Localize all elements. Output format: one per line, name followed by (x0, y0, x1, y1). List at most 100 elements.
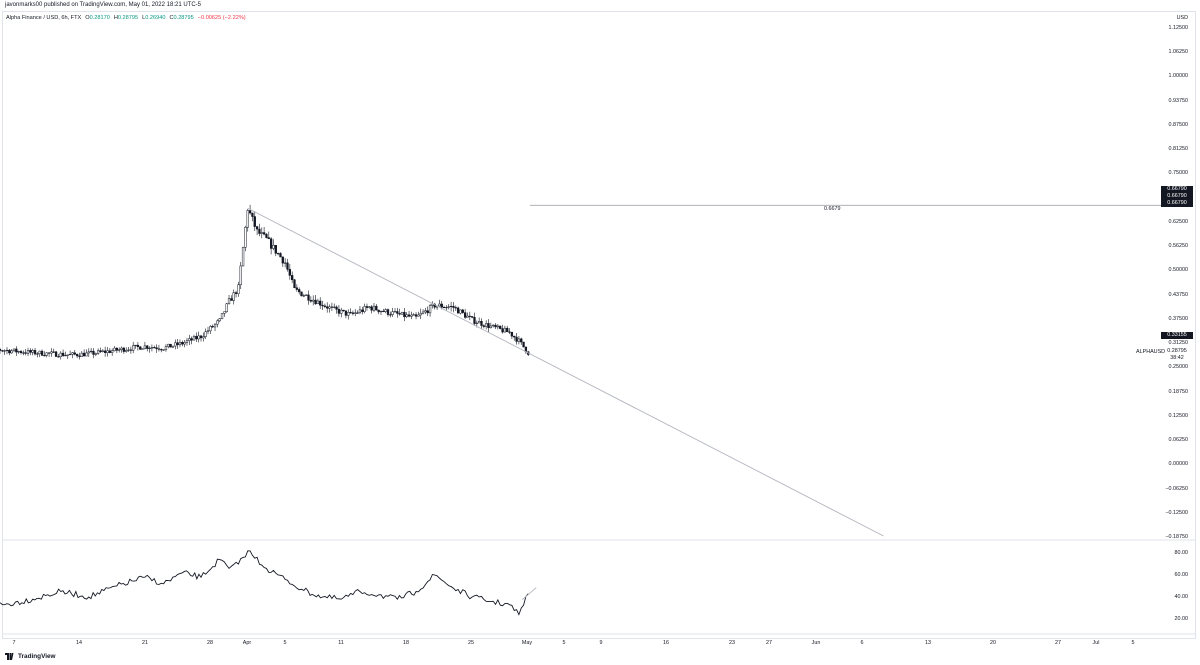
price-axis-tick: 0.37500 (1168, 315, 1189, 322)
candle-up (405, 314, 408, 318)
candle-down (377, 309, 380, 313)
candle-up (171, 345, 175, 348)
candle-up (232, 292, 235, 301)
tradingview-brand[interactable]: TradingView (5, 653, 56, 660)
candle-down (115, 347, 118, 351)
time-axis-tick: 6 (860, 640, 864, 646)
candle-up (68, 353, 72, 356)
time-axis-tick: 7 (12, 640, 16, 646)
candle-up (227, 298, 231, 305)
indicator-line (0, 550, 529, 616)
candle-up (164, 346, 168, 350)
candle-down (146, 345, 149, 349)
candle-up (197, 335, 200, 340)
legend-symbol[interactable]: Alpha Finance / USD, 6h, FTX (6, 15, 82, 21)
candle-up (328, 306, 331, 309)
candle-up (45, 352, 48, 356)
candle-up (410, 314, 413, 317)
candle-up (239, 265, 242, 286)
candle-up (50, 351, 53, 354)
candle-down (82, 352, 86, 357)
time-axis-tick: 27 (766, 640, 772, 646)
candle-down (234, 292, 238, 294)
candle-up (447, 306, 450, 308)
candle-down (471, 316, 474, 318)
candle-down (29, 350, 32, 353)
candle-down (181, 342, 184, 345)
candle-up (431, 303, 434, 306)
candle-up (379, 310, 383, 313)
legend-low: L0.26940 (142, 15, 166, 21)
candle-down (361, 309, 364, 312)
candle-up (204, 331, 207, 337)
price-axis-tick: −0.12500 (1165, 509, 1188, 516)
candle-down (262, 232, 266, 235)
candle-up (12, 348, 16, 352)
candle-up (178, 342, 182, 346)
horizontal-line-label: 0.6679 (824, 206, 841, 212)
price-axis-tick: 0.93750 (1168, 97, 1189, 104)
price-axis-tick: 1.00000 (1168, 73, 1189, 80)
time-axis-tick: 20 (990, 640, 996, 646)
candle-up (22, 352, 25, 354)
candle-up (218, 318, 221, 322)
price-axis-tick: 0.56250 (1168, 243, 1189, 250)
candle-up (216, 320, 219, 325)
candle-up (466, 315, 469, 318)
candle-down (473, 317, 476, 324)
candle-down (19, 351, 23, 353)
candle-down (515, 336, 518, 342)
candle-down (279, 253, 282, 258)
candle-up (333, 306, 336, 308)
candle-up (5, 349, 9, 352)
candle-up (496, 325, 500, 328)
time-axis-tick: 23 (729, 640, 735, 646)
time-axis-tick: 18 (403, 640, 409, 646)
candle-up (485, 323, 488, 327)
candle-down (153, 347, 156, 349)
candle-up (412, 314, 415, 316)
candle-up (143, 345, 147, 349)
candle-down (456, 307, 460, 314)
candle-down (480, 321, 483, 326)
candle-up (64, 355, 67, 357)
time-axis-tick: 28 (207, 640, 213, 646)
candle-up (358, 309, 362, 314)
candle-down (351, 312, 355, 314)
candle-down (319, 300, 322, 306)
candle-down (298, 289, 301, 293)
candle-down (108, 350, 111, 353)
price-axis-tick: 1.06250 (1168, 49, 1189, 56)
candle-down (295, 287, 298, 290)
time-axis-tick: 25 (468, 640, 474, 646)
candle-up (38, 350, 41, 355)
candle-down (122, 347, 126, 352)
candle-down (291, 275, 294, 281)
candle-down (160, 349, 163, 351)
candle-down (169, 343, 172, 348)
candle-up (80, 352, 83, 357)
price-axis-tick: 1.12500 (1168, 25, 1189, 31)
candle-up (489, 325, 493, 329)
candle-down (255, 226, 259, 230)
time-axis-tick: 14 (76, 640, 82, 646)
time-axis-tick: 11 (338, 640, 344, 646)
candle-down (321, 304, 324, 307)
candle-up (192, 336, 196, 341)
candle-up (188, 338, 191, 341)
time-axis-tick: 9 (599, 640, 603, 646)
candle-up (174, 342, 177, 347)
candle-down (293, 279, 296, 289)
candle-up (391, 311, 394, 315)
candle-up (225, 303, 228, 312)
brand-name: TradingView (18, 653, 56, 660)
symbol-tag: ALPHAUSD (1136, 349, 1166, 355)
candle-up (127, 349, 130, 351)
candle-down (253, 216, 256, 227)
candle-up (368, 306, 371, 308)
candle-up (150, 347, 154, 349)
candle-down (157, 348, 161, 350)
price-axis-tick: 0.31250 (1168, 340, 1189, 347)
candle-down (442, 306, 446, 309)
